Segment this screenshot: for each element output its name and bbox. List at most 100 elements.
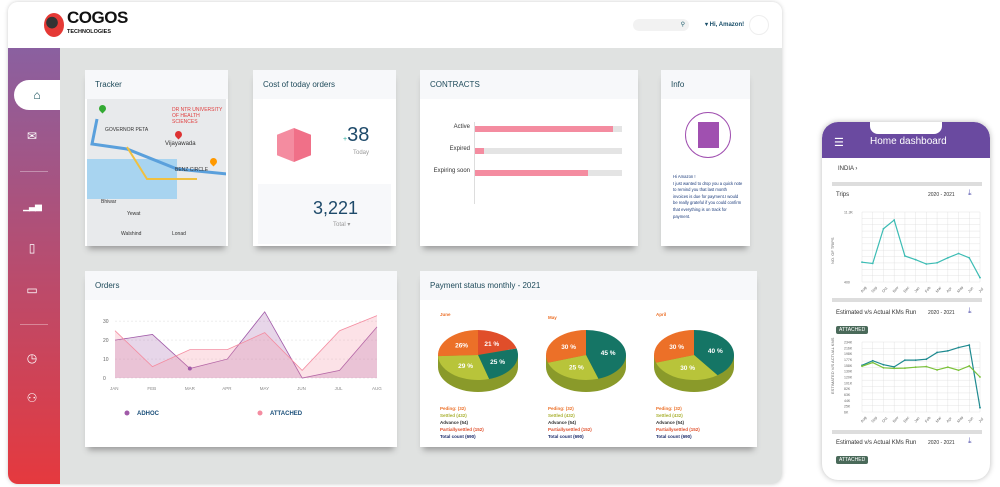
data-point	[979, 276, 981, 279]
search-input[interactable]: ⚲	[633, 19, 689, 31]
pie-slice	[478, 348, 518, 380]
home-icon: ⌂	[33, 88, 41, 102]
y-tick-label: 234K	[844, 341, 853, 345]
contract-label: Expiring soon	[433, 168, 470, 174]
pie-legend-item: Peding: (32)	[548, 406, 574, 411]
contract-bar[interactable]	[475, 170, 589, 176]
sidebar-item-timer[interactable]: ◷	[20, 348, 44, 368]
y-axis-label: ESTIMATED V/S ACTUAL KMS	[830, 337, 835, 394]
x-tick-label: Dec	[903, 286, 910, 294]
contract-bar[interactable]	[475, 148, 484, 154]
stopwatch-icon: ◷	[26, 351, 38, 365]
pie-slice-label: 29 %	[458, 363, 473, 370]
pie-legend-item: Total count (690)	[440, 434, 476, 439]
pie-legend-item: Advance (54)	[440, 420, 469, 425]
total-value: 3,221	[313, 198, 359, 218]
data-point	[914, 359, 917, 362]
sidebar-item-monitor[interactable]: ▭	[20, 280, 44, 300]
map-label: DR NTR UNIVERSITY OF HEALTH SCIENCES	[172, 107, 223, 125]
x-tick-label: Oct	[881, 286, 888, 294]
pie-slice-label: 25 %	[490, 359, 505, 366]
data-point	[904, 359, 906, 362]
data-point	[925, 263, 928, 265]
pie-legend-item: Total count (690)	[548, 434, 584, 439]
data-point	[871, 262, 874, 265]
cost-card: Cost of today orders +38 Today 3,221 Tot…	[253, 70, 396, 246]
sidebar: ⌂ ✉ ▁▃▅ ▯ ▭ ◷ ⚇	[8, 48, 60, 484]
contract-label: Expired	[449, 146, 470, 152]
bar-chart-icon: ▁▃▅	[23, 200, 42, 211]
map-label: Walshind	[121, 231, 142, 237]
kms-range: 2020 - 2021	[928, 440, 955, 446]
kms-title: Estimated v/s Actual KMs Run	[836, 310, 917, 316]
x-tick-label: Jul	[978, 417, 984, 423]
download-icon[interactable]: ⤓	[968, 436, 972, 445]
tracker-card: Tracker GOVERNOR PETA DR NTR UNIVERSITY …	[85, 70, 228, 246]
series-line	[861, 361, 981, 378]
pie-slice-label: 45 %	[601, 350, 616, 357]
y-tick-label: 25K	[844, 405, 851, 409]
pie-slice	[586, 330, 626, 379]
x-tick-label: May	[956, 285, 964, 293]
sidebar-item-profile[interactable]: ⚇	[20, 388, 44, 408]
x-tick-label: Jun	[967, 286, 974, 293]
pie-legend-item: Settled (432)	[440, 413, 467, 418]
x-tick-label: JUL	[335, 386, 343, 391]
contracts-card: CONTRACTS Active Expired Expiring soon	[420, 70, 638, 246]
x-tick-label: JUN	[297, 386, 306, 391]
info-card: Info Hi Amazon ! I just wanted to drop y…	[661, 70, 750, 246]
data-point	[968, 256, 971, 259]
document-icon	[685, 112, 731, 158]
card-title: Info	[661, 70, 750, 99]
mail-icon: ✉	[26, 129, 38, 143]
total-dropdown[interactable]: Total ▾	[333, 222, 351, 228]
x-tick-label: Nov	[892, 416, 899, 424]
today-label: Today	[353, 150, 370, 156]
pie-slice-label: 30 %	[680, 365, 695, 372]
map-label: Bhiwar	[101, 199, 117, 205]
sidebar-item-documents[interactable]: ▯	[20, 238, 44, 258]
mobile-preview: ☰ Home dashboard INDIA › Trips 2020 - 202…	[822, 122, 990, 480]
divider	[20, 171, 48, 172]
info-message: Hi Amazon ! I just wanted to drop you a …	[673, 174, 743, 219]
y-tick-label: 11.3K	[844, 211, 854, 215]
contract-bar[interactable]	[475, 126, 614, 132]
data-point	[968, 365, 971, 367]
card-title: CONTRACTS	[420, 70, 638, 99]
breadcrumb[interactable]: INDIA ›	[838, 166, 858, 172]
menu-icon[interactable]: ☰	[834, 137, 844, 149]
x-tick-label: JAN	[110, 386, 119, 391]
data-point	[882, 227, 885, 230]
pie-slice	[438, 330, 478, 357]
pie-slice-label: 40 %	[708, 348, 723, 355]
card-title: Tracker	[85, 70, 228, 99]
y-tick-label: 139K	[844, 370, 853, 374]
sidebar-item-reports[interactable]: ▁▃▅	[20, 196, 44, 216]
legend-marker	[124, 410, 130, 416]
contract-bar-track	[475, 126, 622, 132]
avatar[interactable]	[749, 15, 769, 35]
pie-slice-label: 25 %	[569, 364, 584, 371]
y-tick-label: 120K	[844, 376, 853, 380]
sidebar-item-home[interactable]: ⌂	[14, 80, 60, 110]
card-title: Cost of today orders	[253, 70, 396, 99]
search-icon[interactable]: ⚲	[680, 22, 685, 28]
map-label: Yewat	[127, 211, 141, 217]
download-icon[interactable]: ⤓	[968, 188, 972, 197]
pie-slice	[655, 355, 718, 380]
today-value: 38	[347, 124, 370, 146]
y-tick-label: 10	[103, 357, 109, 363]
data-point	[893, 365, 896, 368]
mobile-title: Home dashboard	[870, 136, 947, 147]
pie-legend-item: Settled (432)	[548, 413, 575, 418]
user-menu[interactable]: ▾ Hi, Amazon!	[705, 22, 745, 28]
sidebar-item-mail[interactable]: ✉	[20, 126, 44, 146]
header: COGOS TECHNOLOGIES ⚲ ▾ Hi, Amazon!	[8, 2, 782, 48]
y-tick-label: 30	[103, 319, 109, 325]
card-title: Payment status monthly - 2021	[420, 271, 757, 300]
pie-title: April	[656, 312, 666, 317]
pie-legend-item: Settled (432)	[656, 413, 683, 418]
map[interactable]: GOVERNOR PETA DR NTR UNIVERSITY OF HEALT…	[87, 99, 226, 246]
download-icon[interactable]: ⤓	[968, 306, 972, 315]
contract-bar-track	[475, 148, 622, 154]
